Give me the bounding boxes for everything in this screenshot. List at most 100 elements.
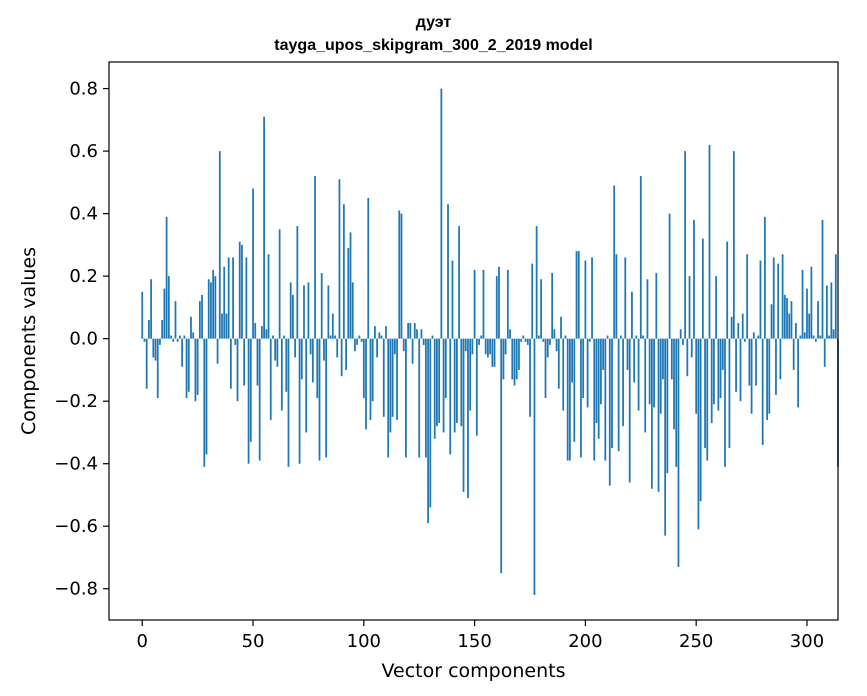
- plot-frame: [108, 61, 839, 621]
- x-tick-label: 50: [242, 631, 265, 652]
- bar-294: [792, 338, 795, 370]
- bar-183: [546, 338, 549, 358]
- bar-178: [535, 226, 538, 339]
- bar-224: [637, 338, 640, 411]
- bar-233: [657, 338, 660, 492]
- bar-269: [737, 323, 740, 339]
- bar-310: [828, 335, 831, 339]
- bar-7: [156, 338, 159, 399]
- bar-238: [668, 213, 671, 339]
- bar-140: [451, 260, 454, 339]
- bar-139: [449, 338, 452, 455]
- bar-132: [433, 338, 436, 439]
- bar-262: [721, 338, 724, 370]
- bar-122: [411, 338, 414, 364]
- bar-53: [258, 338, 261, 461]
- bar-146: [464, 338, 467, 352]
- bar-138: [447, 204, 449, 339]
- bar-241: [675, 338, 678, 467]
- bar-90: [340, 338, 343, 377]
- bar-59: [272, 335, 274, 339]
- bar-182: [544, 338, 547, 399]
- bar-34: [216, 338, 219, 364]
- bar-74: [305, 338, 308, 433]
- bar-185: [551, 273, 554, 339]
- bar-184: [549, 338, 551, 345]
- bar-296: [797, 338, 799, 408]
- bar-194: [571, 338, 573, 383]
- bar-288: [779, 338, 782, 380]
- bar-149: [471, 338, 474, 355]
- bar-50: [252, 188, 254, 339]
- bar-156: [487, 338, 489, 358]
- bar-56: [265, 329, 268, 339]
- y-tick-label: 0.2: [69, 266, 98, 287]
- bar-106: [376, 338, 378, 358]
- bar-308: [823, 338, 826, 367]
- bar-35: [218, 151, 221, 339]
- bar-192: [566, 338, 569, 461]
- bar-190: [562, 338, 565, 411]
- bar-85: [329, 335, 332, 339]
- bar-13: [170, 335, 172, 339]
- bar-293: [790, 301, 793, 339]
- bar-131: [431, 335, 434, 339]
- bar-108: [380, 335, 383, 339]
- bar-105: [374, 326, 376, 339]
- bar-123: [413, 323, 416, 339]
- bar-226: [642, 335, 644, 339]
- bar-204: [593, 338, 596, 461]
- bar-0: [141, 291, 144, 339]
- bar-92: [345, 338, 347, 370]
- y-tick-label: −0.4: [54, 454, 98, 475]
- bar-5: [152, 338, 155, 358]
- bar-121: [409, 323, 412, 339]
- bar-62: [278, 229, 281, 339]
- bar-29: [205, 338, 208, 455]
- bar-46: [243, 338, 246, 386]
- bar-189: [560, 316, 562, 339]
- bar-243: [679, 329, 682, 339]
- bar-240: [673, 338, 675, 430]
- bar-218: [624, 257, 627, 339]
- bar-72: [300, 338, 303, 380]
- bar-162: [500, 338, 503, 574]
- bar-181: [542, 338, 545, 342]
- bar-23: [192, 332, 195, 339]
- bar-73: [303, 285, 305, 339]
- bar-163: [502, 338, 505, 380]
- bar-229: [648, 338, 651, 405]
- bar-112: [389, 338, 392, 433]
- bar-99: [360, 338, 363, 342]
- bar-18: [181, 338, 184, 367]
- bar-55: [263, 116, 265, 339]
- bar-299: [803, 332, 806, 339]
- bar-155: [484, 338, 487, 355]
- bar-222: [633, 338, 636, 383]
- y-tick-label: 0.8: [69, 79, 98, 100]
- bar-147: [467, 338, 469, 499]
- bar-246: [686, 338, 689, 377]
- bar-195: [573, 338, 576, 442]
- bar-1: [143, 338, 146, 342]
- bar-30: [207, 279, 210, 339]
- bar-281: [763, 216, 766, 339]
- bar-242: [677, 338, 680, 567]
- bar-251: [697, 338, 700, 530]
- bar-11: [165, 216, 168, 339]
- bar-266: [730, 316, 733, 339]
- bar-79: [316, 338, 319, 399]
- bar-4: [150, 279, 152, 339]
- bar-287: [777, 263, 780, 339]
- bar-81: [320, 273, 323, 339]
- bar-118: [402, 338, 405, 352]
- bar-47: [245, 257, 248, 339]
- bar-302: [810, 266, 813, 339]
- bar-78: [314, 176, 316, 339]
- bar-76: [309, 338, 312, 355]
- bar-234: [659, 338, 662, 414]
- bar-67: [289, 282, 292, 339]
- bar-153: [480, 335, 483, 339]
- bar-109: [382, 338, 385, 417]
- bar-84: [327, 285, 330, 339]
